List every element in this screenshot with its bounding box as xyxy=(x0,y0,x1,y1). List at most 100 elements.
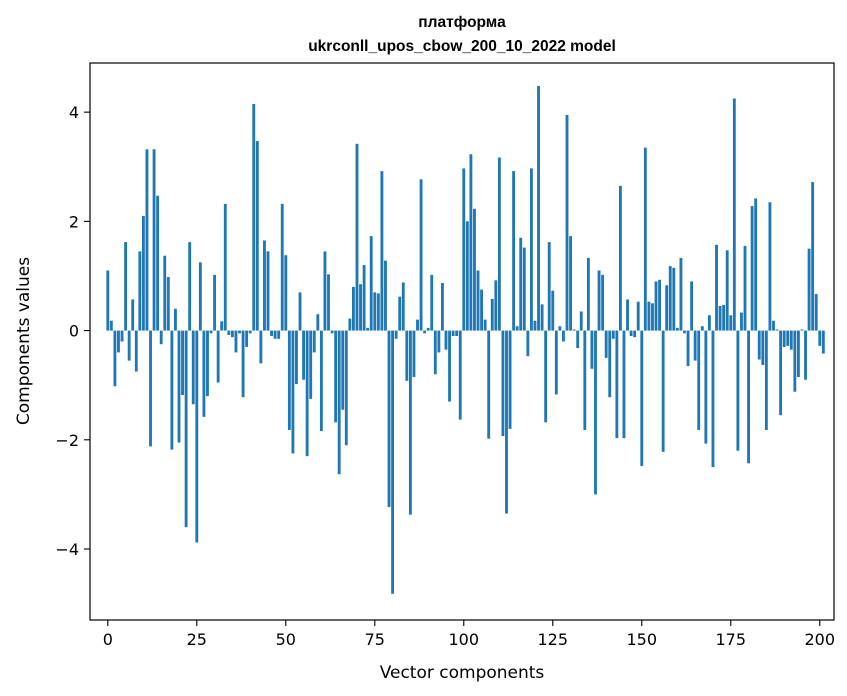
bar-53 xyxy=(295,330,298,385)
bar-126 xyxy=(554,330,558,395)
bar-44 xyxy=(263,240,266,331)
bar-21 xyxy=(181,330,184,396)
bar-117 xyxy=(522,247,526,331)
bar-130 xyxy=(569,236,572,331)
y-tick-label: 2 xyxy=(69,212,79,231)
bar-134 xyxy=(583,330,587,430)
bar-6 xyxy=(127,330,131,361)
chart-subtitle: ukrconll_upos_cbow_200_10_2022 model xyxy=(308,38,616,55)
bar-50 xyxy=(284,255,288,331)
bar-125 xyxy=(551,290,555,331)
bar-5 xyxy=(124,242,128,331)
y-tick-label: −2 xyxy=(55,431,79,450)
bar-138 xyxy=(597,270,601,331)
bar-43 xyxy=(259,330,263,364)
bar-182 xyxy=(754,198,758,331)
bar-37 xyxy=(238,330,241,334)
bar-60 xyxy=(319,330,323,432)
bar-52 xyxy=(291,330,295,454)
bar-96 xyxy=(448,330,451,402)
plot-frame xyxy=(89,62,835,621)
bar-150 xyxy=(640,330,644,467)
bar-156 xyxy=(661,330,665,452)
bar-82 xyxy=(398,296,402,331)
bar-154 xyxy=(654,281,658,331)
bar-188 xyxy=(775,329,779,331)
bar-19 xyxy=(174,308,177,331)
bar-147 xyxy=(629,330,633,337)
bar-7 xyxy=(131,299,135,331)
bar-31 xyxy=(216,330,220,383)
bar-65 xyxy=(337,330,341,475)
bar-11 xyxy=(145,149,149,331)
bar-18 xyxy=(170,330,174,450)
bar-103 xyxy=(473,208,476,331)
bar-185 xyxy=(764,330,768,430)
bar-127 xyxy=(558,326,562,331)
bar-78 xyxy=(384,260,387,331)
bar-106 xyxy=(483,319,487,331)
bar-151 xyxy=(643,147,647,331)
bar-187 xyxy=(772,320,775,331)
bar-87 xyxy=(416,319,419,331)
bar-120 xyxy=(533,320,537,331)
bar-33 xyxy=(223,203,227,331)
bar-114 xyxy=(512,171,516,331)
bar-70 xyxy=(355,143,359,331)
bar-161 xyxy=(679,257,683,331)
bar-64 xyxy=(334,330,338,423)
bar-97 xyxy=(451,330,455,337)
bar-61 xyxy=(323,251,327,331)
bar-74 xyxy=(369,236,373,331)
bar-168 xyxy=(704,330,708,444)
bar-118 xyxy=(526,330,530,357)
bar-122 xyxy=(540,304,544,331)
bar-35 xyxy=(230,330,234,338)
bar-77 xyxy=(380,171,384,331)
bar-14 xyxy=(156,195,160,331)
bar-164 xyxy=(690,281,694,331)
bar-95 xyxy=(444,330,448,350)
bar-93 xyxy=(437,330,441,353)
bar-155 xyxy=(658,279,661,331)
bar-84 xyxy=(405,330,409,381)
bar-133 xyxy=(579,311,583,331)
bar-67 xyxy=(344,330,348,446)
bar-34 xyxy=(227,330,231,335)
bar-0 xyxy=(106,270,110,331)
bar-79 xyxy=(387,330,391,507)
bar-27 xyxy=(202,330,206,417)
bar-196 xyxy=(804,330,807,380)
bar-2 xyxy=(113,330,117,387)
y-tick-label: 0 xyxy=(69,322,79,341)
bar-195 xyxy=(800,329,804,331)
bar-108 xyxy=(490,298,494,331)
bar-41 xyxy=(252,103,256,331)
bar-29 xyxy=(209,330,213,334)
bar-104 xyxy=(476,270,480,331)
bar-36 xyxy=(234,330,238,353)
bar-17 xyxy=(166,277,170,331)
bar-113 xyxy=(508,330,512,429)
bar-159 xyxy=(672,267,676,331)
bar-116 xyxy=(519,237,523,331)
bar-39 xyxy=(245,330,249,347)
bar-179 xyxy=(743,245,747,331)
bar-38 xyxy=(241,330,245,398)
bar-192 xyxy=(789,330,793,350)
x-tick-label: 100 xyxy=(449,630,480,649)
bar-109 xyxy=(494,280,498,331)
bar-112 xyxy=(505,330,508,514)
bar-121 xyxy=(537,85,540,331)
bar-57 xyxy=(309,330,313,399)
bar-98 xyxy=(455,330,459,337)
bar-107 xyxy=(487,330,491,439)
bar-173 xyxy=(722,304,726,331)
bar-131 xyxy=(572,329,576,331)
bar-186 xyxy=(768,202,772,331)
bar-26 xyxy=(198,262,202,331)
bar-76 xyxy=(376,293,380,331)
bar-158 xyxy=(668,266,672,331)
bar-163 xyxy=(686,330,690,367)
